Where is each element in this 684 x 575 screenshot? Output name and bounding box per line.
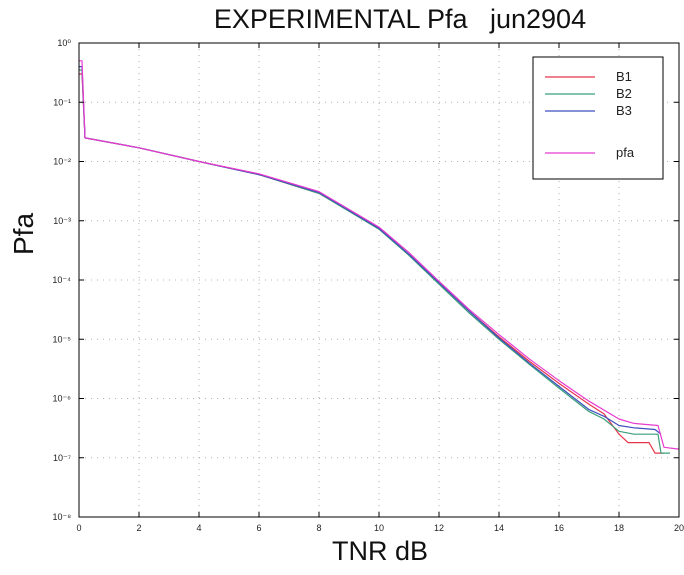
y-tick-label: 10⁻³	[53, 216, 71, 226]
y-tick-label: 10⁻¹	[53, 97, 71, 107]
x-tick-label: 20	[674, 523, 684, 533]
x-tick-label: 12	[434, 523, 444, 533]
y-tick-label: 10⁻⁵	[53, 334, 72, 344]
x-tick-label: 6	[256, 523, 261, 533]
grid	[79, 43, 679, 517]
ticks: 0 2 4 6 8 10 12 14 16 18 20 10⁰ 10⁻¹ 10⁻² 10⁻³ 10⁻⁴ 10⁻⁵…	[52, 38, 684, 533]
legend-label-b2: B2	[616, 86, 632, 101]
series-group	[79, 60, 680, 454]
y-tick-label: 10⁻⁶	[53, 394, 72, 404]
legend-box	[532, 56, 664, 180]
y-tick-label: 10⁻⁷	[53, 453, 71, 463]
x-tick-label: 18	[614, 523, 624, 533]
x-axis-label: TNR dB	[331, 536, 429, 566]
y-tick-label: 10⁻⁸	[52, 512, 71, 522]
x-tick-label: 2	[136, 523, 141, 533]
legend: B1 B2 B3 pfa	[532, 56, 664, 180]
x-tick-label: 4	[196, 523, 201, 533]
chart-title: EXPERIMENTAL Pfa jun2904	[213, 4, 587, 34]
legend-label-pfa: pfa	[616, 145, 635, 160]
legend-label-b1: B1	[616, 69, 632, 84]
series-line-pfa	[79, 60, 680, 450]
x-tick-label: 0	[76, 523, 81, 533]
y-tick-label: 10⁰	[57, 38, 71, 48]
x-tick-label: 8	[316, 523, 321, 533]
x-tick-label: 14	[494, 523, 504, 533]
x-tick-label: 10	[374, 523, 384, 533]
y-tick-label: 10⁻²	[53, 157, 71, 167]
legend-label-b3: B3	[616, 103, 632, 118]
y-tick-label: 10⁻⁴	[52, 275, 71, 285]
x-tick-label: 16	[554, 523, 564, 533]
